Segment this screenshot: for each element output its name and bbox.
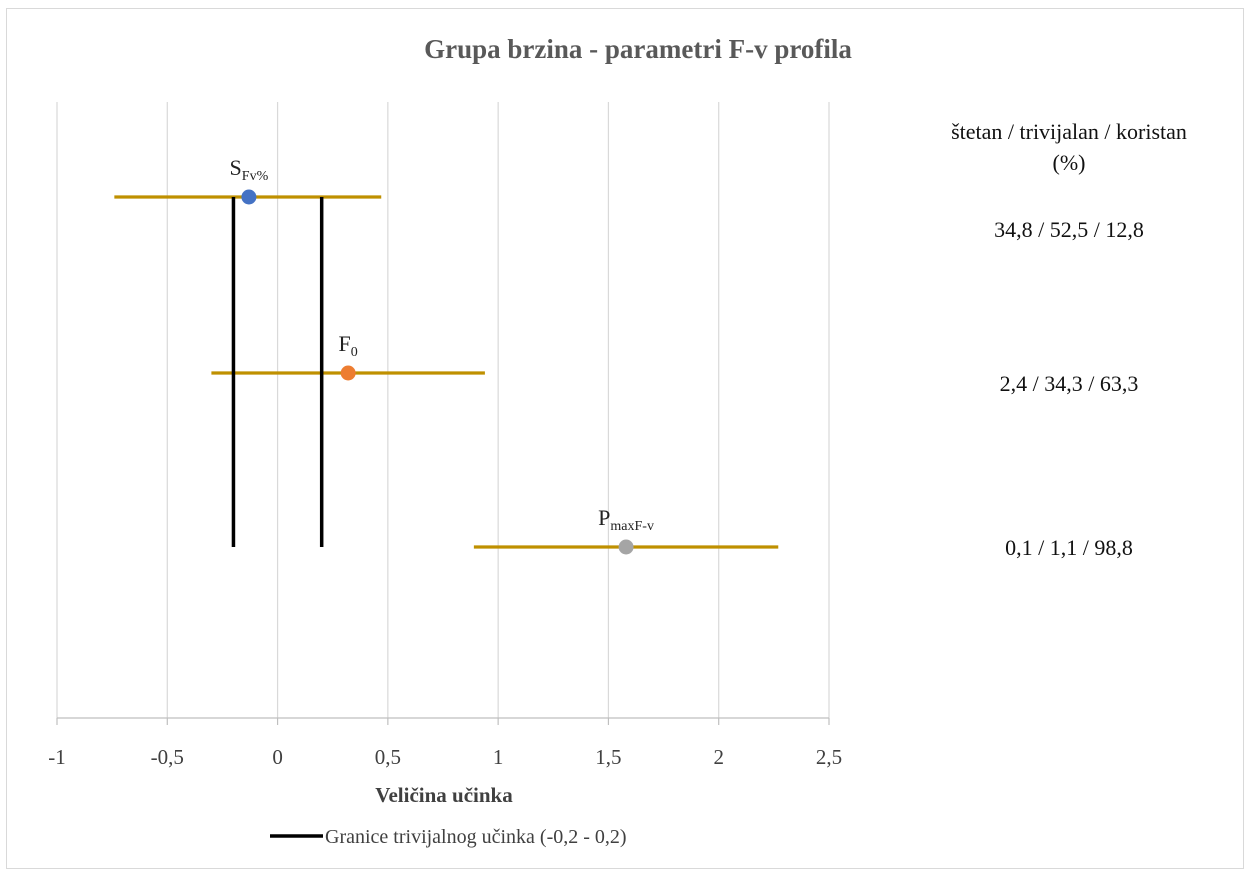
data-point (340, 365, 356, 381)
point-label-subscript: Fv% (242, 169, 269, 184)
side-summary-value: 2,4 / 34,3 / 63,3 (1000, 371, 1139, 396)
x-tick-label: -1 (48, 745, 66, 769)
side-summary-value: 0,1 / 1,1 / 98,8 (1005, 535, 1133, 560)
point-label-base: S (230, 155, 242, 180)
chart-frame (6, 8, 1244, 869)
data-points (241, 189, 634, 555)
point-label: SFv% (230, 155, 269, 184)
confidence-intervals (114, 195, 779, 549)
point-label-subscript: maxF-v (610, 519, 654, 534)
x-tick-label: 2,5 (816, 745, 842, 769)
legend: Granice trivijalnog učinka (-0,2 - 0,2) (270, 826, 627, 848)
x-tick-label: 1,5 (595, 745, 621, 769)
trivial-bounds (231, 197, 324, 547)
gridlines (56, 102, 830, 718)
chart-title: Grupa brzina - parametri F-v profila (424, 34, 852, 64)
side-header-line2: (%) (1053, 150, 1086, 175)
x-tick-label: -0,5 (151, 745, 184, 769)
point-label: F0 (339, 331, 358, 360)
side-summary-value: 34,8 / 52,5 / 12,8 (994, 217, 1144, 242)
x-axis-label: Veličina učinka (375, 783, 513, 807)
data-point (618, 539, 634, 555)
point-label-base: P (598, 505, 610, 530)
data-point (241, 189, 257, 205)
legend-label: Granice trivijalnog učinka (-0,2 - 0,2) (325, 826, 627, 848)
point-label: PmaxF-v (598, 505, 654, 534)
x-tick-label: 0,5 (375, 745, 401, 769)
point-label-subscript: 0 (351, 345, 358, 360)
x-tick-label: 0 (272, 745, 283, 769)
x-tick-label: 2 (713, 745, 724, 769)
x-tick-label: 1 (493, 745, 504, 769)
point-labels: SFv% F0 PmaxF-v (230, 155, 654, 534)
point-label-base: F (339, 331, 351, 356)
x-axis: -1 -0,5 0 0,5 1 1,5 2 2,5 (48, 717, 842, 769)
side-summary: štetan / trivijalan / koristan (%) 34,8 … (951, 119, 1187, 560)
side-header-line1: štetan / trivijalan / koristan (951, 119, 1187, 144)
